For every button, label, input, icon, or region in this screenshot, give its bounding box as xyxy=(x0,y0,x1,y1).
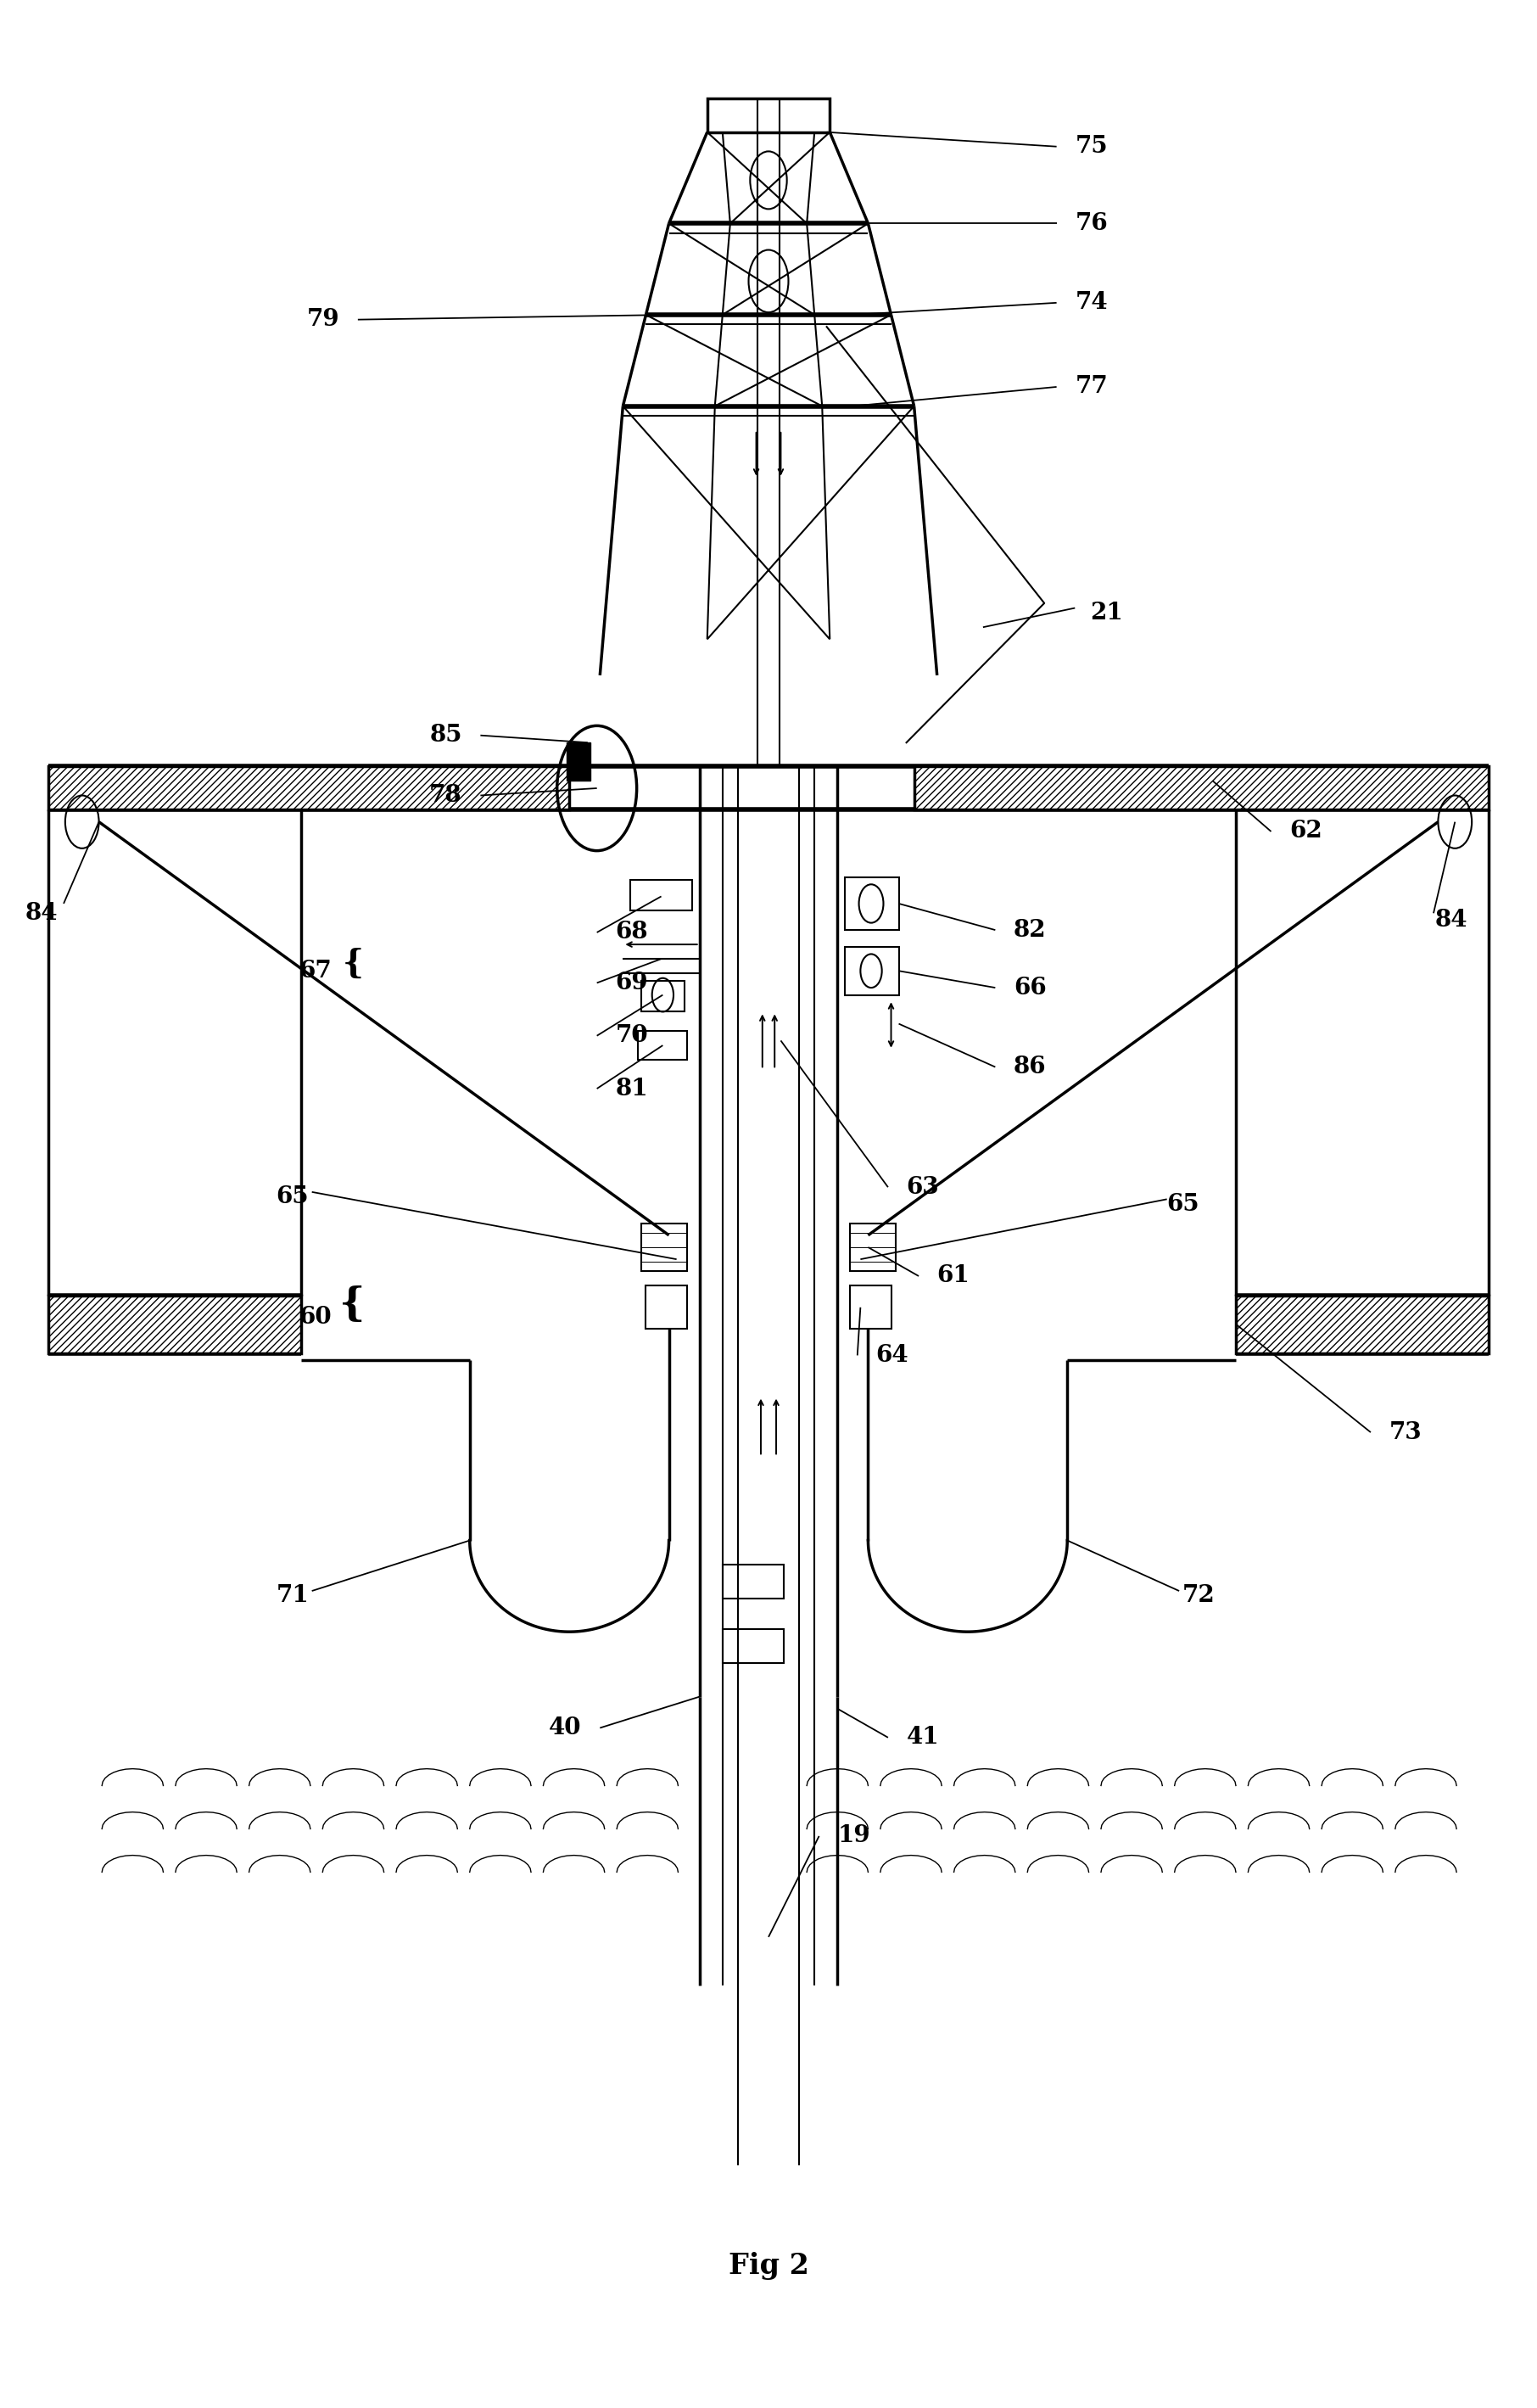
Text: 71: 71 xyxy=(277,1584,309,1606)
Bar xyxy=(722,1630,784,1664)
Text: 41: 41 xyxy=(907,1727,939,1748)
Text: 68: 68 xyxy=(615,920,649,944)
Text: 82: 82 xyxy=(1014,917,1047,942)
Text: 69: 69 xyxy=(615,970,649,995)
Text: 73: 73 xyxy=(1389,1421,1422,1445)
Bar xyxy=(641,980,684,1011)
Text: 62: 62 xyxy=(1290,821,1322,843)
Text: 86: 86 xyxy=(1014,1055,1047,1079)
Bar xyxy=(845,877,899,929)
Bar xyxy=(915,766,1489,809)
Bar xyxy=(641,1223,687,1271)
Bar xyxy=(1236,1296,1489,1353)
Bar xyxy=(638,1031,687,1060)
Text: 67: 67 xyxy=(298,958,332,982)
Text: 74: 74 xyxy=(1074,291,1108,313)
Text: 76: 76 xyxy=(1074,212,1108,236)
Text: 64: 64 xyxy=(876,1344,908,1368)
Text: 75: 75 xyxy=(1074,135,1108,159)
Bar xyxy=(630,879,692,910)
Text: 61: 61 xyxy=(938,1264,970,1288)
Text: 84: 84 xyxy=(25,901,58,925)
Text: 79: 79 xyxy=(307,308,340,330)
Text: 19: 19 xyxy=(838,1825,870,1847)
Bar xyxy=(48,1296,301,1353)
Bar xyxy=(845,946,899,995)
Text: 21: 21 xyxy=(1090,602,1124,624)
Text: 65: 65 xyxy=(277,1185,309,1209)
Bar xyxy=(48,766,569,809)
Text: 66: 66 xyxy=(1014,975,1047,999)
Text: Fig 2: Fig 2 xyxy=(729,2251,808,2280)
Text: 85: 85 xyxy=(429,725,463,746)
Text: 81: 81 xyxy=(615,1076,649,1100)
Text: 65: 65 xyxy=(1167,1192,1200,1216)
Bar xyxy=(646,1286,687,1329)
Text: 84: 84 xyxy=(1436,908,1468,932)
Bar xyxy=(850,1223,896,1271)
Bar xyxy=(722,1565,784,1599)
Text: 72: 72 xyxy=(1182,1584,1216,1606)
Text: {: { xyxy=(340,1286,366,1324)
Bar xyxy=(850,1286,891,1329)
Text: 78: 78 xyxy=(429,785,463,807)
Text: 77: 77 xyxy=(1074,376,1108,397)
Text: 40: 40 xyxy=(549,1717,581,1739)
Bar xyxy=(707,99,830,132)
Text: {: { xyxy=(343,949,364,980)
Text: 70: 70 xyxy=(615,1023,649,1047)
Text: 63: 63 xyxy=(907,1175,939,1199)
Text: 60: 60 xyxy=(300,1305,332,1329)
Bar xyxy=(566,742,590,780)
